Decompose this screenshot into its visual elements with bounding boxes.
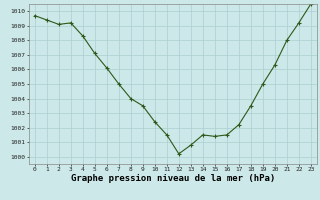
X-axis label: Graphe pression niveau de la mer (hPa): Graphe pression niveau de la mer (hPa) [71,174,275,183]
